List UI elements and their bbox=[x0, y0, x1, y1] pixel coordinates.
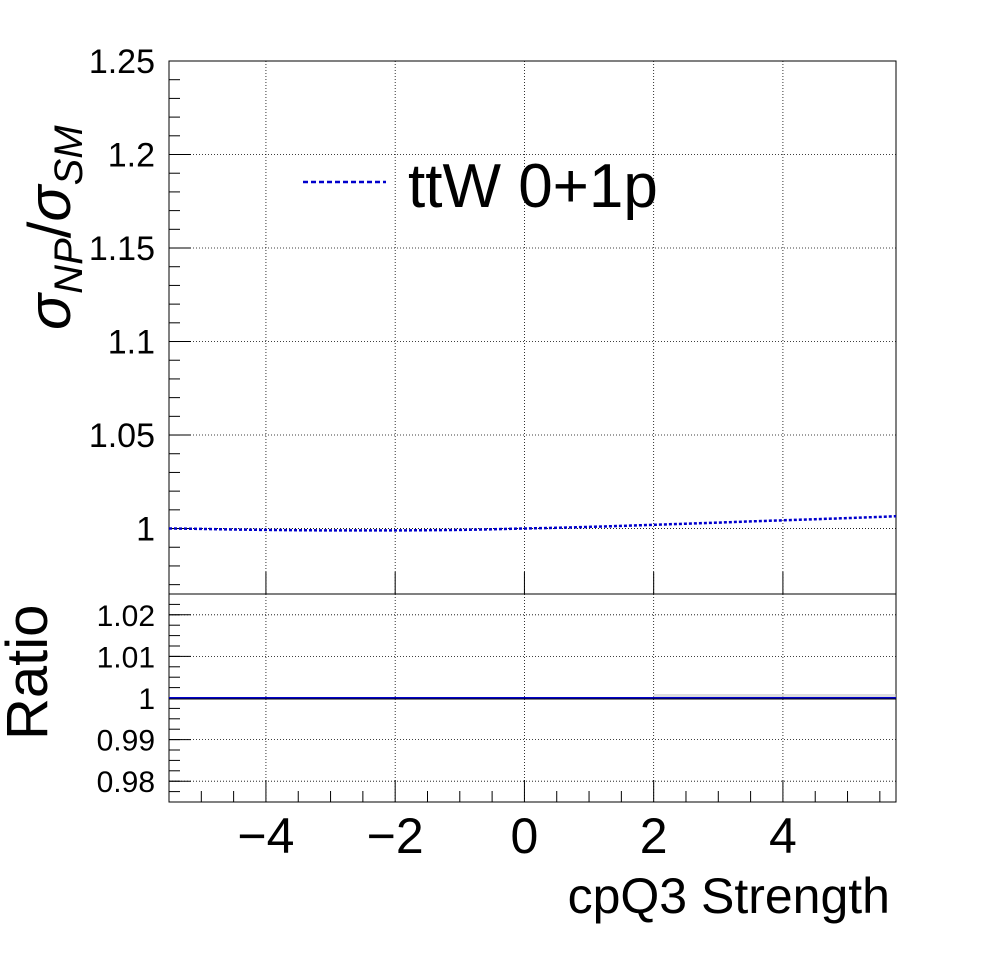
x-tick-label: −2 bbox=[367, 808, 424, 864]
main-series bbox=[168, 514, 897, 532]
main-y-tick-label: 1.1 bbox=[108, 324, 155, 362]
main-y-tick-label: 1.05 bbox=[89, 417, 155, 455]
x-tick-label: 0 bbox=[511, 808, 539, 864]
x-tick-label: 4 bbox=[769, 808, 797, 864]
main-y-tick-label: 1 bbox=[136, 511, 155, 549]
main-y-tick-labels: 1 1.05 1.1 1.15 1.2 1.25 bbox=[89, 43, 155, 549]
y-title-sigma-2: σ bbox=[16, 183, 83, 222]
ratio-y-tick-label: 1.01 bbox=[97, 641, 155, 674]
svg-text:σNP/σSM: σNP/σSM bbox=[16, 125, 91, 330]
main-ticks bbox=[169, 60, 784, 594]
ratio-y-tick-label: 0.99 bbox=[97, 725, 155, 758]
x-tick-label: −4 bbox=[237, 808, 294, 864]
y-title-slash: / bbox=[16, 221, 83, 238]
ratio-y-tick-label: 0.98 bbox=[97, 766, 155, 799]
main-plot-frame bbox=[168, 60, 897, 595]
ratio-band-rect bbox=[653, 694, 896, 698]
legend: ttW 0+1p bbox=[303, 152, 658, 221]
ratio-ticks bbox=[168, 593, 881, 802]
ratio-y-tick-labels: 0.98 0.99 1 1.01 1.02 bbox=[97, 600, 155, 799]
x-tick-labels: −4 −2 0 2 4 bbox=[237, 808, 796, 864]
main-grid bbox=[169, 60, 896, 594]
main-panel: 11.051.11.151.21.25 ttW 0+1p σNP/σSM bbox=[16, 43, 897, 595]
ratio-series bbox=[169, 697, 896, 700]
x-axis-title: cpQ3 Strength bbox=[568, 868, 890, 924]
ratio-y-tick-label: 1.02 bbox=[97, 600, 155, 633]
ratio-uncertainty-band bbox=[653, 694, 896, 698]
main-y-axis-title: σNP/σSM bbox=[16, 125, 91, 330]
ratio-y-axis-title: Ratio bbox=[0, 605, 60, 740]
ratio-panel: 0.98 0.99 1 1.01 1.02 −4 −2 0 2 4 Ratio cpQ3 Str… bbox=[0, 593, 897, 924]
series-line-ttw bbox=[168, 514, 897, 532]
x-tick-label: 2 bbox=[640, 808, 668, 864]
y-title-sub-np: NP bbox=[47, 238, 91, 294]
legend-label: ttW 0+1p bbox=[408, 152, 658, 221]
y-title-sub-sm: SM bbox=[47, 125, 91, 186]
main-y-tick-label: 1.15 bbox=[89, 230, 155, 268]
ratio-y-tick-label: 1 bbox=[138, 683, 155, 716]
main-y-tick-label: 1.25 bbox=[89, 43, 155, 81]
y-title-sigma: σ bbox=[16, 291, 83, 330]
main-y-tick-label: 1.2 bbox=[108, 137, 155, 175]
